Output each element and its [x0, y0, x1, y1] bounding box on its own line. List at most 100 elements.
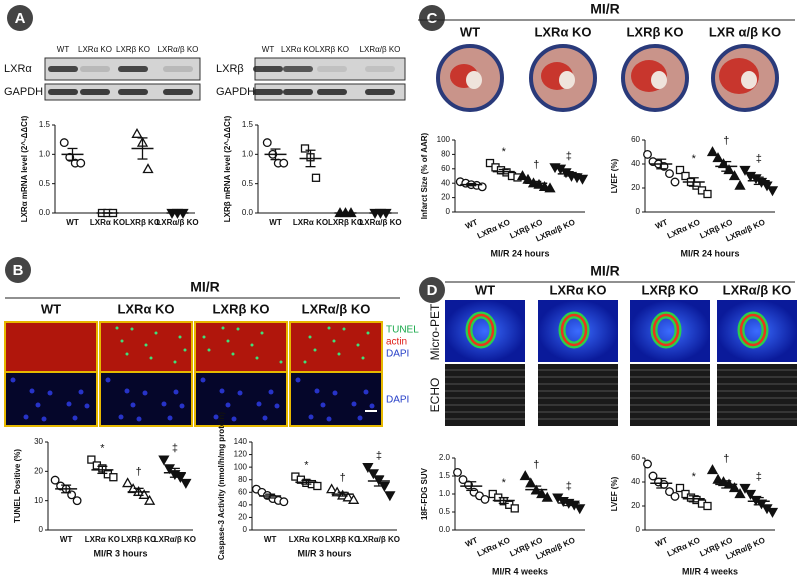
tissue-bottom [194, 371, 288, 427]
x-tick-label: LXRα KO [666, 218, 702, 241]
data-point [681, 171, 690, 181]
data-point [138, 488, 150, 499]
tunel-spot [337, 352, 341, 356]
y-tick-label: 30 [34, 437, 43, 446]
column-label: LXR α/β KO [709, 24, 781, 39]
tunel-spot [183, 348, 187, 352]
data-point [516, 170, 529, 181]
x-tick-label: LXRα KO [476, 218, 512, 241]
x-tick-label: WT [464, 218, 479, 231]
pet-image [717, 300, 797, 362]
tunel-spot [9, 326, 13, 330]
nucleus [105, 377, 111, 383]
blot-column-label: WT [262, 45, 275, 54]
nucleus [84, 403, 90, 409]
column-label: LXRα KO [534, 24, 591, 39]
nucleus [274, 403, 280, 409]
y-tick-label: 0 [636, 207, 641, 216]
nucleus [308, 414, 314, 420]
significance-mark: * [502, 146, 507, 158]
nucleus [268, 389, 274, 395]
data-point [279, 497, 289, 507]
nucleus [295, 377, 301, 383]
echo-image [717, 364, 797, 426]
tunel-spot [327, 326, 331, 330]
data-point [131, 127, 143, 138]
tunel-spot [361, 356, 365, 360]
data-point [87, 455, 96, 464]
significance-mark: † [533, 159, 539, 171]
blot-column-label: LXRα KO [281, 45, 315, 54]
significance-mark: ‡ [172, 443, 178, 455]
data-point [311, 173, 321, 182]
panel-badge [7, 5, 33, 31]
y-axis-label: Caspase-3 Activity (nmol/h/mg protein) [217, 412, 226, 561]
x-tick-label: LXRβ KO [325, 535, 360, 544]
column-label: LXRβ KO [626, 24, 683, 39]
data-point [76, 158, 86, 168]
significance-mark: * [692, 471, 697, 483]
pet-image [445, 300, 525, 362]
x-axis-label: MI/R 24 hours [490, 248, 549, 258]
blot-band [48, 89, 78, 95]
significance-mark: * [692, 153, 697, 165]
tunel-spot [250, 343, 254, 347]
y-axis-label: LVEF (%) [610, 476, 619, 511]
tunel-spot [14, 339, 18, 343]
echo-image [630, 364, 710, 426]
tunel-spot [24, 327, 28, 331]
blot-band [365, 66, 395, 72]
x-tick-label: LXRα KO [293, 218, 328, 227]
data-point [109, 473, 118, 482]
tunel-spot [226, 339, 230, 343]
tunel-spot [178, 335, 182, 339]
y-tick-label: 40 [631, 477, 640, 486]
data-point [670, 177, 680, 187]
significance-mark: * [100, 443, 105, 455]
tunel-spot [255, 356, 259, 360]
nucleus [161, 401, 167, 407]
pet-image [630, 300, 710, 362]
nucleus [320, 402, 326, 408]
stain-label: DAPI [386, 349, 409, 360]
y-tick-label: 0 [39, 525, 44, 534]
y-axis-label: TUNEL Positive (%) [13, 449, 22, 523]
y-tick-label: 1.5 [39, 120, 51, 129]
y-tick-label: 1.0 [39, 149, 51, 158]
data-point [675, 165, 685, 175]
data-point [643, 149, 652, 159]
tunel-spot [260, 331, 264, 335]
stain-label: TUNEL [386, 325, 419, 336]
tunel-spot [332, 339, 336, 343]
data-point [541, 491, 553, 502]
tissue-bottom [4, 371, 98, 427]
nucleus [35, 402, 41, 408]
data-point [525, 477, 537, 488]
tissue-top [99, 321, 193, 373]
data-point [313, 481, 322, 491]
nucleus [369, 403, 375, 409]
pet-core [560, 313, 588, 347]
y-tick-label: 20 [441, 193, 450, 202]
x-tick-label: LXRα KO [289, 535, 324, 544]
echo-image [445, 364, 525, 426]
significance-mark: † [533, 459, 539, 471]
significance-mark: ‡ [376, 450, 382, 462]
blot-band [48, 66, 78, 72]
pet-core [652, 313, 680, 347]
nucleus [142, 390, 148, 396]
y-tick-label: 0 [243, 525, 248, 534]
data-point [519, 470, 531, 481]
y-tick-label: 60 [238, 487, 247, 496]
nucleus [173, 389, 179, 395]
nucleus [136, 416, 142, 422]
tissue-bottom [289, 371, 383, 427]
column-label: WT [41, 301, 61, 316]
stain-label: actin [386, 337, 407, 348]
blot-band [118, 89, 148, 95]
nucleus [179, 403, 185, 409]
tissue-top [194, 321, 288, 373]
data-point [50, 475, 60, 485]
condition-label: MI/R [590, 1, 620, 17]
data-point [544, 182, 556, 193]
